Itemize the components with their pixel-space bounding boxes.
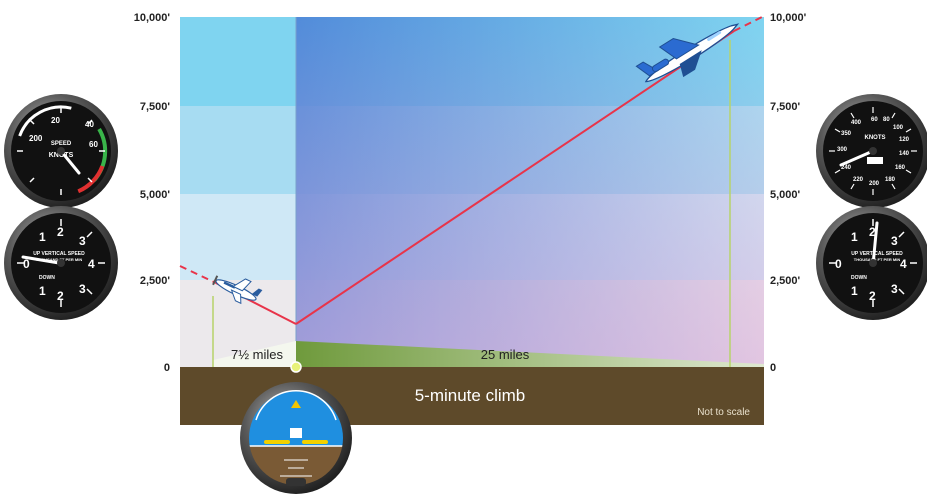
right-vsi-num-4: 4 — [900, 257, 907, 271]
left-airspeed-sub: SPEED — [51, 141, 72, 147]
right-airspeed-num-240: 240 — [841, 165, 852, 171]
attitude-indicator — [240, 382, 352, 494]
alt-label-left-5000: 5,000' — [140, 189, 171, 201]
alt-label-left-7500: 7,500' — [140, 101, 171, 113]
alt-label-left-2500: 2,500' — [140, 275, 171, 287]
right-vsi-line2: THOUSAND FT PER MIN — [854, 257, 901, 262]
sky-bands — [180, 17, 764, 367]
right-airspeed-num-400: 400 — [851, 120, 862, 126]
left-vsi-num-0: 0 — [23, 257, 30, 271]
climb-line — [295, 30, 735, 325]
right-airspeed-odometer — [867, 157, 883, 164]
left-vsi-down: DOWN — [39, 275, 55, 281]
start-marker — [290, 361, 302, 373]
left-airspeed-num-200: 200 — [29, 134, 43, 143]
right-airspeed-num-140: 140 — [899, 151, 910, 157]
right-airspeed-num-200: 200 — [869, 181, 880, 187]
right-airspeed-num-60: 60 — [871, 117, 878, 123]
right-airspeed-num-300: 300 — [837, 147, 848, 153]
left-vsi-line2: THOUSAND FT PER MIN — [36, 257, 83, 262]
right-vsi-num-3-up: 3 — [891, 234, 898, 248]
left-airspeed-gauge: 40 60 200 20 SPEED KNOTS — [4, 94, 118, 208]
right-airspeed-needle — [839, 149, 875, 167]
right-vsi-num-2-down: 2 — [869, 289, 876, 303]
left-vsi-num-3-down: 3 — [79, 282, 86, 296]
left-vsi-gauge: 1 2 3 4 0 1 2 3 UP VERTICAL SPEED THOUSA… — [4, 206, 118, 320]
jet-icon — [635, 23, 740, 83]
alt-label-right-2500: 2,500' — [770, 275, 801, 287]
left-vsi-needle — [21, 255, 61, 265]
scale-note: Not to scale — [697, 407, 750, 418]
altitude-axis-left: 10,000' 7,500' 5,000' 2,500' 0 — [134, 12, 171, 374]
right-vsi-num-0: 0 — [835, 257, 842, 271]
alt-label-right-5000: 5,000' — [770, 189, 801, 201]
right-vsi-num-3-down: 3 — [891, 282, 898, 296]
left-airspeed-needle — [59, 149, 81, 175]
right-airspeed-num-160: 160 — [895, 165, 906, 171]
right-vsi-gauge: 1 2 3 4 0 1 2 3 UP VERTICAL SPEED THOUSA… — [816, 206, 927, 320]
distance-wedge — [296, 341, 764, 367]
left-vsi-num-2-down: 2 — [57, 289, 64, 303]
ground-title: 5-minute climb — [415, 386, 526, 405]
right-airspeed-num-100: 100 — [893, 125, 904, 131]
distance-near-label: 7½ miles — [231, 347, 284, 362]
left-airspeed-label: KNOTS — [49, 152, 74, 159]
left-vsi-num-2-up: 2 — [57, 225, 64, 239]
left-vsi-line1: UP VERTICAL SPEED — [33, 251, 85, 257]
left-airspeed-num-20: 20 — [51, 116, 60, 125]
right-vsi-num-2-up: 2 — [869, 225, 876, 239]
left-airspeed-num-60: 60 — [89, 140, 98, 149]
right-airspeed-num-350: 350 — [841, 131, 852, 137]
pink-climb-shade — [296, 17, 764, 367]
left-vsi-num-3-up: 3 — [79, 234, 86, 248]
alt-label-right-0: 0 — [770, 362, 776, 374]
right-vsi-needle — [871, 221, 879, 267]
left-vsi-num-1-down: 1 — [39, 284, 46, 298]
left-vsi-num-4: 4 — [88, 257, 95, 271]
alt-label-right-7500: 7,500' — [770, 101, 801, 113]
right-airspeed-num-80: 80 — [883, 117, 890, 123]
right-airspeed-gauge: 60 80 100 120 140 160 180 200 220 240 30… — [816, 94, 927, 208]
alt-label-left-10000: 10,000' — [134, 12, 171, 24]
right-vsi-line1: UP VERTICAL SPEED — [851, 251, 903, 257]
right-vsi-down: DOWN — [851, 275, 867, 281]
alt-label-left-0: 0 — [164, 362, 170, 374]
right-vsi-num-1-down: 1 — [851, 284, 858, 298]
right-airspeed-label: KNOTS — [865, 135, 886, 141]
altitude-axis-right: 10,000' 7,500' 5,000' 2,500' 0 — [770, 12, 807, 374]
distance-far-label: 25 miles — [481, 347, 530, 362]
approach-line-dashed — [179, 265, 217, 284]
alt-label-right-10000: 10,000' — [770, 12, 807, 24]
left-vsi-num-1-up: 1 — [39, 230, 46, 244]
right-airspeed-num-180: 180 — [885, 177, 896, 183]
left-airspeed-num-40: 40 — [85, 120, 94, 129]
near-wedge — [213, 341, 296, 367]
climb-line-dashed — [733, 15, 765, 32]
right-airspeed-num-220: 220 — [853, 177, 864, 183]
right-vsi-num-1-up: 1 — [851, 230, 858, 244]
small-airplane-icon — [212, 275, 263, 305]
right-airspeed-num-120: 120 — [899, 137, 910, 143]
